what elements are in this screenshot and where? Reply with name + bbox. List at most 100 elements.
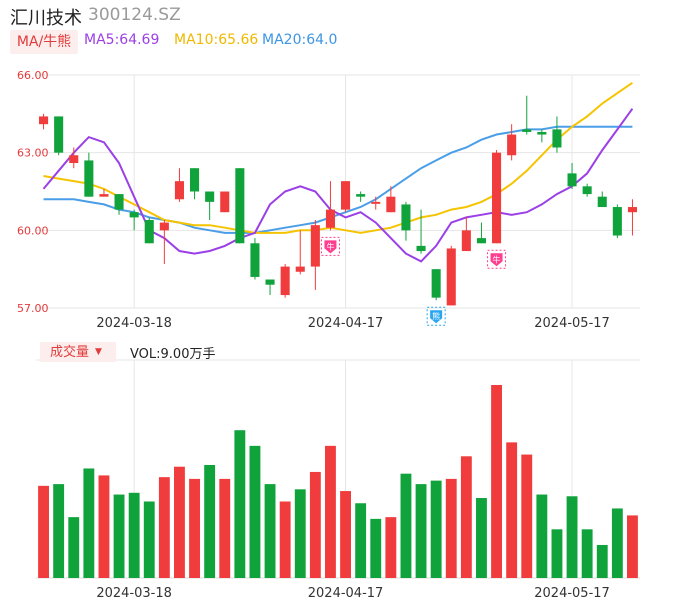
volume-bar (174, 466, 185, 578)
candle-body (69, 155, 79, 164)
volume-bar (294, 489, 306, 578)
candle-body (310, 225, 320, 267)
candle (190, 168, 200, 200)
candle-body (280, 266, 290, 296)
volume-bar (128, 492, 140, 578)
candle (552, 116, 562, 153)
marker-badge (324, 240, 337, 254)
volume-bar (38, 485, 49, 578)
candle-body (537, 131, 547, 135)
volume-bar (400, 473, 412, 578)
candle (431, 269, 441, 301)
volume-bar (249, 445, 261, 578)
volume-bar (581, 529, 593, 578)
marker-label: 熊 (432, 311, 440, 321)
candle (54, 116, 64, 156)
candle-body (476, 238, 486, 244)
volume-bar (113, 494, 125, 578)
candle (492, 150, 502, 244)
ma5-label: MA5:64.69 (84, 32, 160, 48)
ma-indicator-tab[interactable]: MA/牛熊 (10, 30, 78, 54)
candle-body (174, 181, 184, 200)
candle (114, 194, 124, 215)
candle (250, 238, 260, 280)
y-tick-label: 63.00 (17, 147, 49, 160)
candle-body (295, 266, 305, 272)
candle-body (461, 230, 471, 252)
candle-body (205, 191, 215, 202)
candle-body (129, 212, 139, 218)
candle-body (431, 269, 441, 298)
candlesticks (39, 95, 637, 306)
y-axis-labels: 66.00 63.00 60.00 57.00 (17, 69, 49, 315)
candle (612, 204, 622, 239)
candle (39, 113, 49, 130)
ma5-line (42, 108, 634, 263)
candle (401, 201, 411, 241)
volume-bar (385, 517, 397, 578)
candle-body (54, 116, 64, 153)
candle-body (507, 134, 517, 156)
candle-body (325, 209, 335, 228)
candle (537, 129, 547, 143)
candle-body (416, 245, 426, 252)
volume-bar (536, 494, 548, 578)
volume-bar (325, 445, 336, 578)
volume-bar (68, 517, 80, 578)
volume-bar (491, 385, 502, 578)
candle (446, 245, 456, 306)
moving-average-lines (42, 81, 634, 263)
volume-bar (415, 484, 427, 578)
volume-bar (370, 518, 382, 578)
x-tick-label: 2024-03-18 (96, 586, 172, 601)
bull-marker: 牛 (320, 236, 340, 256)
bear-marker: 熊 (426, 306, 446, 326)
candle (341, 181, 351, 213)
marker-badge (430, 310, 443, 324)
volume-bar (611, 508, 623, 578)
candle (325, 181, 335, 231)
candle-body (401, 204, 411, 231)
candle (310, 219, 320, 290)
candle (265, 279, 275, 296)
marker-frame (487, 249, 507, 269)
candle (220, 191, 230, 213)
candle-body (39, 116, 49, 125)
candle-body (446, 248, 456, 306)
candle-body (250, 243, 260, 277)
candle-body (612, 207, 622, 236)
candle (597, 191, 607, 208)
ma20-label: MA20:64.0 (262, 32, 338, 48)
candle (159, 219, 169, 264)
candle (371, 196, 381, 210)
marker-label: 牛 (493, 254, 501, 264)
candle-body (582, 186, 592, 195)
candle (522, 95, 532, 135)
volume-bar (460, 456, 472, 578)
candle-body (341, 181, 351, 210)
marker-frame (320, 236, 340, 256)
candle-body (220, 191, 230, 213)
volume-bar (98, 475, 110, 578)
volume-bar (219, 478, 231, 578)
candle (99, 188, 109, 197)
candle (416, 209, 426, 254)
caret-down-icon: ▼ (95, 347, 102, 357)
volume-bar (627, 515, 638, 578)
candle (476, 222, 486, 244)
candle-body (356, 194, 366, 197)
volume-bar (476, 498, 487, 578)
volume-bar (234, 430, 246, 578)
x-tick-label: 2024-05-17 (534, 586, 610, 601)
candle (582, 183, 592, 197)
candle-body (144, 219, 154, 244)
candle-body (386, 196, 396, 213)
candle-body (627, 207, 637, 213)
volume-indicator-tab[interactable]: 成交量 ▼ (40, 342, 116, 362)
candle-body (84, 160, 94, 197)
stock-code: 300124.SZ (88, 5, 181, 25)
x-tick-label: 2024-04-17 (308, 586, 384, 601)
candle-body (190, 168, 200, 192)
volume-bar (279, 501, 291, 578)
